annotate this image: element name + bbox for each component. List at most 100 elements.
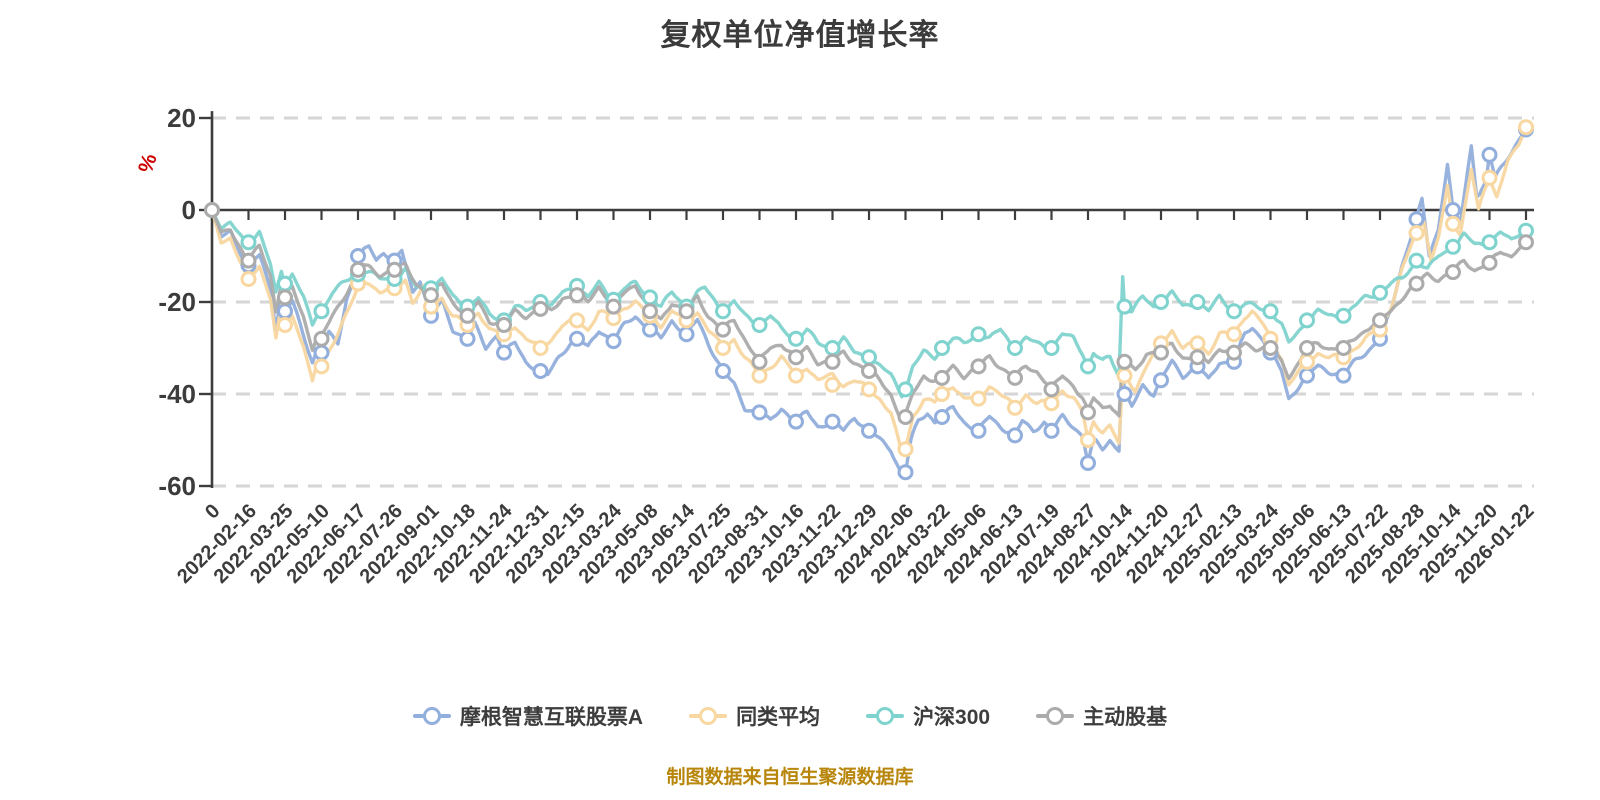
- series-marker-沪深300[interactable]: [861, 349, 877, 366]
- series-marker-沪深300[interactable]: [1080, 358, 1096, 375]
- series-marker-摩根智慧互联股票A[interactable]: [1153, 372, 1169, 389]
- series-marker-摩根智慧互联股票A[interactable]: [1481, 146, 1498, 163]
- series-marker-主动股基[interactable]: [1116, 353, 1133, 370]
- series-marker-同类平均[interactable]: [569, 312, 585, 329]
- series-marker-主动股基[interactable]: [240, 252, 257, 269]
- series-marker-沪深300[interactable]: [1189, 294, 1206, 310]
- series-marker-摩根智慧互联股票A[interactable]: [1445, 202, 1461, 218]
- series-marker-同类平均[interactable]: [1116, 367, 1133, 384]
- series-marker-沪深300[interactable]: [642, 289, 658, 306]
- series-marker-沪深300[interactable]: [897, 381, 914, 398]
- series-marker-主动股基[interactable]: [1043, 381, 1060, 398]
- series-marker-主动股基[interactable]: [824, 353, 841, 370]
- series-marker-同类平均[interactable]: [970, 390, 987, 407]
- series-marker-主动股基[interactable]: [1189, 349, 1206, 366]
- series-marker-沪深300[interactable]: [277, 275, 293, 292]
- series-marker-同类平均[interactable]: [861, 381, 877, 398]
- series-marker-摩根智慧互联股票A[interactable]: [715, 363, 731, 379]
- series-marker-同类平均[interactable]: [1007, 399, 1023, 416]
- series-marker-同类平均[interactable]: [788, 367, 804, 384]
- series-marker-主动股基[interactable]: [1408, 275, 1425, 292]
- series-marker-摩根智慧互联股票A[interactable]: [496, 344, 512, 361]
- series-marker-沪深300[interactable]: [1372, 284, 1388, 301]
- series-marker-摩根智慧互联股票A[interactable]: [569, 330, 585, 347]
- series-marker-摩根智慧互联股票A[interactable]: [1007, 427, 1023, 444]
- series-marker-摩根智慧互联股票A[interactable]: [1043, 422, 1060, 439]
- series-marker-同类平均[interactable]: [824, 376, 841, 393]
- series-marker-主动股基[interactable]: [1372, 312, 1388, 329]
- series-marker-摩根智慧互联股票A[interactable]: [1299, 367, 1315, 384]
- series-marker-同类平均[interactable]: [277, 317, 293, 333]
- series-marker-沪深300[interactable]: [313, 303, 330, 320]
- series-marker-同类平均[interactable]: [1481, 169, 1498, 186]
- series-marker-沪深300[interactable]: [240, 234, 257, 251]
- series-marker-主动股基[interactable]: [1518, 234, 1534, 251]
- series-marker-同类平均[interactable]: [532, 340, 549, 356]
- series-marker-主动股基[interactable]: [642, 303, 658, 320]
- series-marker-主动股基[interactable]: [605, 298, 622, 315]
- series-marker-同类平均[interactable]: [1445, 215, 1461, 232]
- series-marker-摩根智慧互联股票A[interactable]: [1335, 367, 1352, 384]
- series-marker-沪深300[interactable]: [715, 303, 731, 320]
- series-marker-同类平均[interactable]: [1226, 326, 1242, 343]
- series-marker-主动股基[interactable]: [423, 287, 439, 304]
- series-marker-摩根智慧互联股票A[interactable]: [642, 321, 658, 338]
- series-marker-摩根智慧互联股票A[interactable]: [313, 344, 330, 361]
- series-marker-主动股基[interactable]: [277, 289, 293, 306]
- series-marker-主动股基[interactable]: [861, 363, 877, 379]
- series-marker-摩根智慧互联股票A[interactable]: [824, 413, 841, 430]
- series-marker-主动股基[interactable]: [1445, 264, 1461, 281]
- series-marker-主动股基[interactable]: [1335, 340, 1352, 356]
- series-marker-摩根智慧互联股票A[interactable]: [934, 409, 950, 425]
- series-marker-同类平均[interactable]: [715, 340, 731, 356]
- series-marker-摩根智慧互联股票A[interactable]: [751, 404, 768, 421]
- series-marker-沪深300[interactable]: [1445, 238, 1461, 255]
- series-marker-摩根智慧互联股票A[interactable]: [970, 422, 987, 439]
- legend-item-主动股基[interactable]: 主动股基: [1036, 701, 1167, 731]
- series-marker-主动股基[interactable]: [386, 261, 403, 278]
- series-marker-摩根智慧互联股票A[interactable]: [1408, 211, 1425, 228]
- series-marker-主动股基[interactable]: [1153, 344, 1169, 361]
- series-marker-沪深300[interactable]: [751, 317, 768, 333]
- series-marker-同类平均[interactable]: [1408, 225, 1425, 241]
- series-marker-摩根智慧互联股票A[interactable]: [350, 248, 366, 264]
- series-marker-主动股基[interactable]: [313, 330, 330, 347]
- series-marker-沪深300[interactable]: [1007, 340, 1023, 356]
- series-marker-摩根智慧互联股票A[interactable]: [277, 303, 293, 320]
- series-marker-主动股基[interactable]: [1299, 340, 1315, 356]
- series-marker-主动股基[interactable]: [1007, 369, 1023, 386]
- series-marker-同类平均[interactable]: [1043, 395, 1060, 412]
- series-marker-主动股基[interactable]: [751, 353, 768, 370]
- series-marker-同类平均[interactable]: [1189, 335, 1206, 352]
- series-marker-同类平均[interactable]: [751, 367, 768, 384]
- series-marker-主动股基[interactable]: [532, 300, 549, 317]
- series-marker-主动股基[interactable]: [1481, 254, 1498, 271]
- series-marker-沪深300[interactable]: [824, 340, 841, 356]
- series-marker-沪深300[interactable]: [970, 326, 987, 343]
- series-marker-沪深300[interactable]: [1299, 312, 1315, 329]
- series-marker-沪深300[interactable]: [1481, 234, 1498, 251]
- series-marker-沪深300[interactable]: [1116, 298, 1133, 315]
- series-marker-沪深300[interactable]: [1226, 303, 1242, 320]
- series-marker-同类平均[interactable]: [897, 441, 914, 458]
- series-marker-沪深300[interactable]: [934, 340, 950, 356]
- series-marker-同类平均[interactable]: [313, 358, 330, 375]
- series-marker-主动股基[interactable]: [1226, 344, 1242, 361]
- series-marker-主动股基[interactable]: [459, 307, 476, 324]
- series-marker-沪深300[interactable]: [1043, 340, 1060, 356]
- series-marker-同类平均[interactable]: [1299, 353, 1315, 370]
- series-marker-主动股基[interactable]: [788, 349, 804, 366]
- series-marker-沪深300[interactable]: [1408, 252, 1425, 269]
- series-marker-同类平均[interactable]: [1080, 432, 1096, 448]
- series-marker-主动股基[interactable]: [678, 303, 695, 320]
- series-line-同类平均[interactable]: [210, 125, 1528, 455]
- series-marker-主动股基[interactable]: [1262, 340, 1279, 356]
- series-marker-主动股基[interactable]: [496, 317, 512, 333]
- series-marker-摩根智慧互联股票A[interactable]: [459, 330, 476, 347]
- series-marker-同类平均[interactable]: [240, 271, 257, 287]
- series-marker-主动股基[interactable]: [350, 261, 366, 278]
- series-marker-主动股基[interactable]: [970, 358, 987, 375]
- series-marker-摩根智慧互联股票A[interactable]: [788, 413, 804, 430]
- legend-item-摩根智慧互联股票A[interactable]: 摩根智慧互联股票A: [412, 701, 643, 731]
- legend-item-沪深300[interactable]: 沪深300: [866, 701, 990, 731]
